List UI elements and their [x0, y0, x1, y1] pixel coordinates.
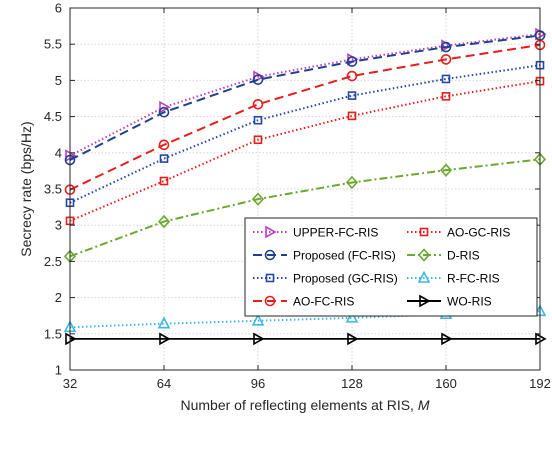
series-d-ris [63, 152, 547, 264]
data-point-upper-fc-ris [159, 100, 171, 114]
y-axis-label: Secrecy rate (bps/Hz) [18, 121, 34, 256]
y-tick-label: 6 [55, 1, 62, 16]
data-point-ao-fc-ris [346, 70, 358, 82]
y-tick-label: 2.5 [44, 254, 62, 269]
data-point-proposed-gc-ris [253, 115, 263, 125]
data-point-proposed-gc-ris [441, 74, 451, 84]
data-point-ao-gc-ris [253, 135, 263, 145]
y-tick-label: 4 [55, 145, 62, 160]
series-line-ao-fc-ris [69, 43, 541, 191]
legend-label: Proposed (GC-RIS) [293, 272, 398, 286]
legend-label: AO-FC-RIS [293, 295, 354, 309]
legend-swatch-marker [417, 248, 431, 262]
data-point-d-ris [345, 175, 359, 190]
data-point-r-fc-ris [251, 313, 265, 326]
legend-label: UPPER-FC-RIS [293, 226, 378, 240]
series-line-d-ris [69, 158, 541, 258]
data-point-ao-fc-ris [252, 98, 264, 110]
y-tick-label: 5.5 [44, 37, 62, 52]
x-tick-label: 160 [435, 376, 457, 391]
legend-entry-r-fc-ris: R-FC-RIS [407, 270, 500, 286]
data-point-d-ris [251, 192, 265, 206]
x-axis-label-variable: M [418, 397, 430, 413]
legend-entry-wo-ris: WO-RIS [407, 295, 492, 309]
x-axis-label: Number of reflecting elements at RIS, M [181, 397, 430, 413]
x-tick-label: 96 [251, 376, 265, 391]
data-point-proposed-fc-ris [252, 74, 264, 85]
legend-label: AO-GC-RIS [447, 226, 510, 240]
ticks: 32 64 96 128 160 192 1 1.5 2 2.5 3 3.5 4 4.5 5 5.5 6 [44, 1, 551, 392]
legend-swatch-marker [419, 227, 429, 237]
data-point-r-fc-ris [157, 316, 171, 329]
legend-entry-proposed-fc-ris: Proposed (FC-RIS) [253, 249, 396, 263]
x-tick-label: 64 [157, 376, 171, 391]
y-tick-label: 1.5 [44, 326, 62, 341]
y-tick-label: 4.5 [44, 109, 62, 124]
y-tick-label: 3.5 [44, 182, 62, 197]
series-line-proposed-fc-ris [69, 34, 541, 161]
data-point-wo-ris [159, 332, 171, 346]
legend-swatch-marker [417, 270, 431, 283]
y-tick-label: 1 [55, 363, 62, 378]
data-point-ao-fc-ris [440, 54, 452, 65]
legend-box [244, 217, 538, 317]
data-point-d-ris [439, 163, 453, 177]
legend-label: D-RIS [447, 249, 480, 263]
data-point-wo-ris [441, 332, 453, 346]
data-point-wo-ris [347, 332, 359, 346]
legend-entry-d-ris: D-RIS [407, 248, 480, 263]
y-tick-label: 5 [55, 73, 62, 88]
legend-swatch-marker [265, 225, 277, 239]
y-tick-label: 3 [55, 218, 62, 233]
legend-entry-proposed-gc-ris: Proposed (GC-RIS) [253, 272, 398, 286]
legend: UPPER-FC-RIS AO-GC-RIS Proposed (FC-RIS) D-… [244, 217, 538, 317]
legend-swatch-marker [264, 295, 276, 307]
x-tick-label: 128 [341, 376, 363, 391]
y-tick-label: 2 [55, 290, 62, 305]
x-tick-label: 192 [529, 376, 551, 391]
x-axis-label-text: Number of reflecting elements at RIS, [181, 397, 418, 413]
legend-entry-ao-gc-ris: AO-GC-RIS [407, 226, 510, 240]
data-point-proposed-fc-ris [440, 41, 452, 53]
data-point-proposed-fc-ris [346, 56, 358, 67]
legend-swatch-marker [265, 273, 275, 283]
legend-swatch-marker [264, 249, 276, 261]
data-point-ao-gc-ris [159, 176, 169, 186]
data-point-ao-gc-ris [441, 92, 451, 101]
series-line-ao-gc-ris [69, 80, 541, 222]
data-point-proposed-fc-ris [158, 106, 170, 118]
data-point-proposed-gc-ris [347, 91, 357, 100]
series-line-upper-fc-ris [69, 33, 541, 157]
data-point-proposed-gc-ris [159, 154, 169, 163]
data-point-ao-gc-ris [347, 111, 357, 121]
data-point-ao-fc-ris [158, 139, 170, 151]
data-point-r-fc-ris [345, 310, 359, 323]
legend-entry-ao-fc-ris: AO-FC-RIS [253, 295, 354, 309]
x-tick-label: 32 [63, 376, 77, 391]
data-point-wo-ris [253, 332, 265, 346]
data-point-d-ris [157, 214, 171, 229]
series-ao-fc-ris [64, 39, 546, 196]
legend-label: R-FC-RIS [447, 272, 500, 286]
legend-label: Proposed (FC-RIS) [293, 249, 396, 263]
legend-swatch-marker [419, 294, 431, 308]
legend-entry-upper-fc-ris: UPPER-FC-RIS [253, 226, 378, 240]
legend-label: WO-RIS [447, 295, 492, 309]
